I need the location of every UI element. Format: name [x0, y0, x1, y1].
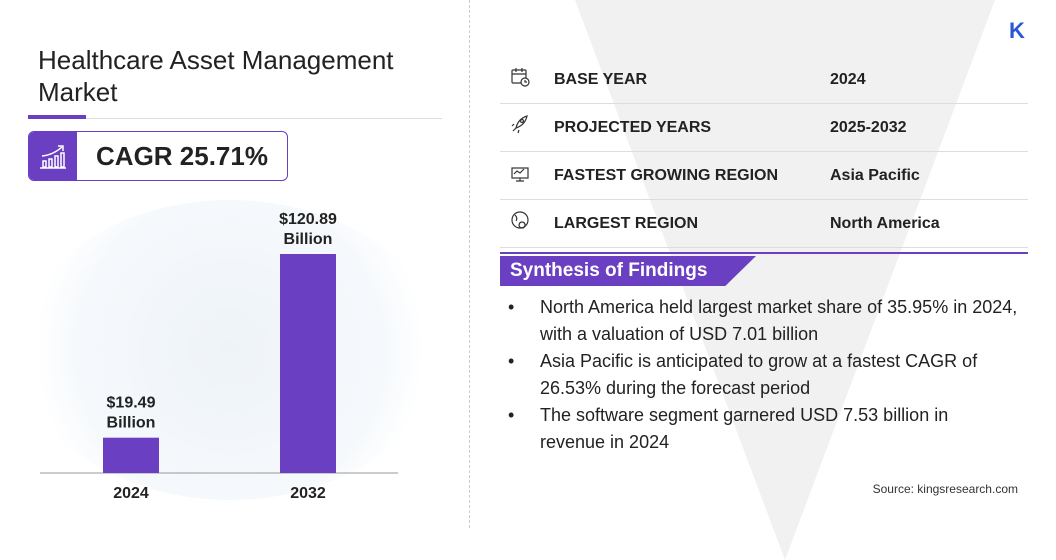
finding-item: Asia Pacific is anticipated to grow at a…: [508, 348, 1018, 402]
growth-chart-icon: [500, 162, 554, 189]
table-row: FASTEST GROWING REGION Asia Pacific: [500, 152, 1028, 200]
row-value: 2025-2032: [830, 118, 907, 136]
cagr-value: CAGR 25.71%: [96, 140, 268, 171]
table-row: PROJECTED YEARS 2025-2032: [500, 104, 1028, 152]
globe-background: [20, 200, 440, 500]
bar-2032: [280, 254, 336, 473]
row-label: PROJECTED YEARS: [554, 118, 712, 136]
source-text: Source: kingsresearch.com: [872, 482, 1018, 496]
tick-label: 2032: [290, 485, 326, 502]
row-value: Asia Pacific: [830, 166, 920, 184]
synthesis-line: [500, 252, 1028, 254]
growth-chart-icon: [29, 132, 77, 180]
row-label: FASTEST GROWING REGION: [554, 166, 779, 184]
bar-2024: [103, 437, 159, 473]
data-label: Billion: [107, 415, 156, 432]
rocket-icon: [500, 114, 554, 141]
row-value: North America: [830, 214, 940, 232]
page-title: Healthcare Asset Management Market: [38, 45, 394, 107]
finding-item: North America held largest market share …: [508, 294, 1018, 348]
finding-item: The software segment garnered USD 7.53 b…: [508, 402, 1018, 456]
data-label: $120.89: [279, 211, 337, 228]
row-label: LARGEST REGION: [554, 214, 699, 232]
cagr-badge: CAGR 25.71%: [28, 131, 288, 181]
title-underline: [28, 118, 442, 119]
globe-icon: [500, 210, 554, 237]
calendar-clock-icon: [500, 66, 554, 93]
logo: K: [1009, 18, 1025, 43]
data-label: $19.49: [107, 395, 156, 412]
synthesis-heading: Synthesis of Findings: [500, 256, 756, 286]
row-label: BASE YEAR: [554, 70, 648, 88]
data-label: Billion: [284, 231, 333, 248]
title-accent: [28, 115, 86, 119]
table-row: BASE YEAR 2024: [500, 56, 1028, 104]
row-value: 2024: [830, 70, 866, 88]
divider: [469, 0, 470, 528]
findings-list: North America held largest market share …: [508, 294, 1018, 456]
bar-chart: $19.49 Billion 2024 $120.89 Billion 2032: [40, 211, 398, 502]
tick-label: 2024: [113, 485, 149, 502]
table-row: LARGEST REGION North America: [500, 200, 1028, 248]
